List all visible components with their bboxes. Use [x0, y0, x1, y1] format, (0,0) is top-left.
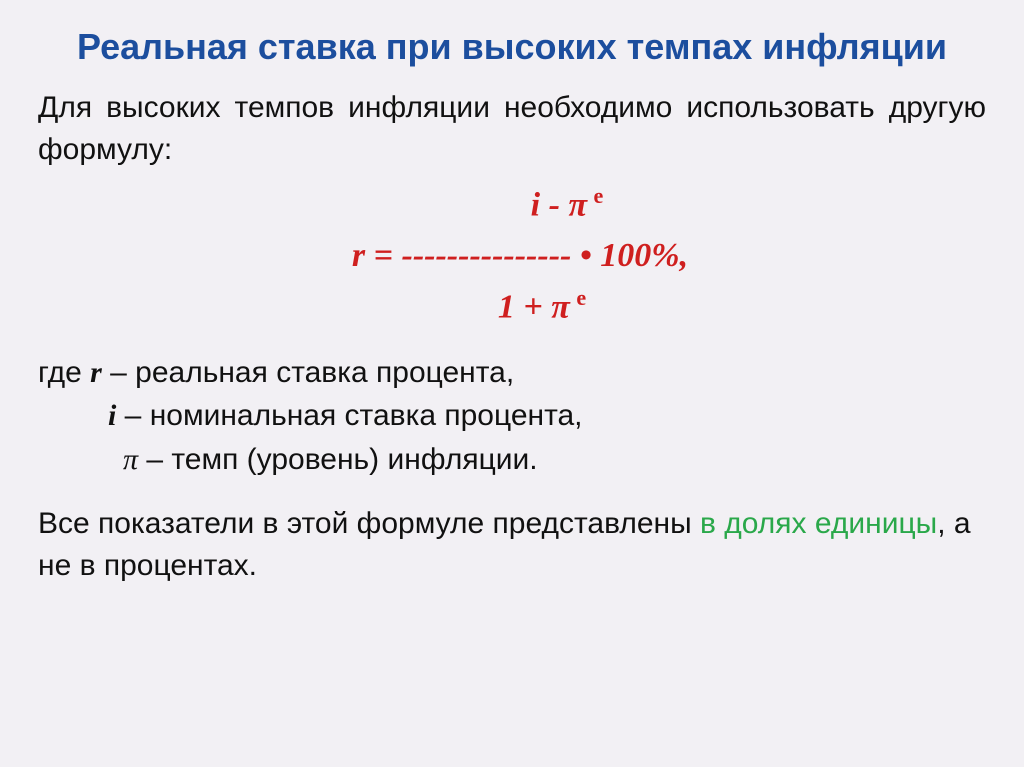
exponent-e: е: [576, 285, 586, 310]
exponent-e: е: [594, 183, 604, 208]
denominator-text: 1 + π: [498, 289, 570, 326]
variable-definitions: где r – реальная ставка процента, i – но…: [38, 351, 986, 482]
intro-text: Для высоких темпов инфляции необходимо и…: [38, 87, 986, 171]
def-prefix: где: [38, 356, 90, 389]
def-pi-text: – темп (уровень) инфляции.: [138, 443, 538, 476]
closing-part1: Все показатели в этой формуле представле…: [38, 507, 700, 540]
def-i: i – номинальная ставка процента,: [38, 394, 986, 438]
slide-title: Реальная ставка при высоких темпах инфля…: [38, 24, 986, 69]
def-r: где r – реальная ставка процента,: [38, 351, 986, 395]
formula-fraction-line: r = --------------- • 100%,: [38, 230, 986, 281]
formula: i - π е r = --------------- • 100%, 1 + …: [38, 179, 986, 333]
formula-denominator: 1 + π е: [38, 281, 986, 332]
var-r: r: [90, 356, 102, 389]
var-pi: π: [123, 443, 138, 476]
closing-highlight: в долях единицы: [700, 507, 937, 540]
formula-numerator: i - π е: [38, 179, 986, 230]
slide: Реальная ставка при высоких темпах инфля…: [0, 0, 1024, 767]
closing-text: Все показатели в этой формуле представле…: [38, 503, 986, 587]
def-r-text: – реальная ставка процента,: [102, 356, 514, 389]
numerator-text: i - π: [531, 186, 587, 223]
def-i-text: – номинальная ставка процента,: [116, 399, 582, 432]
def-pi: π – темп (уровень) инфляции.: [38, 438, 986, 482]
